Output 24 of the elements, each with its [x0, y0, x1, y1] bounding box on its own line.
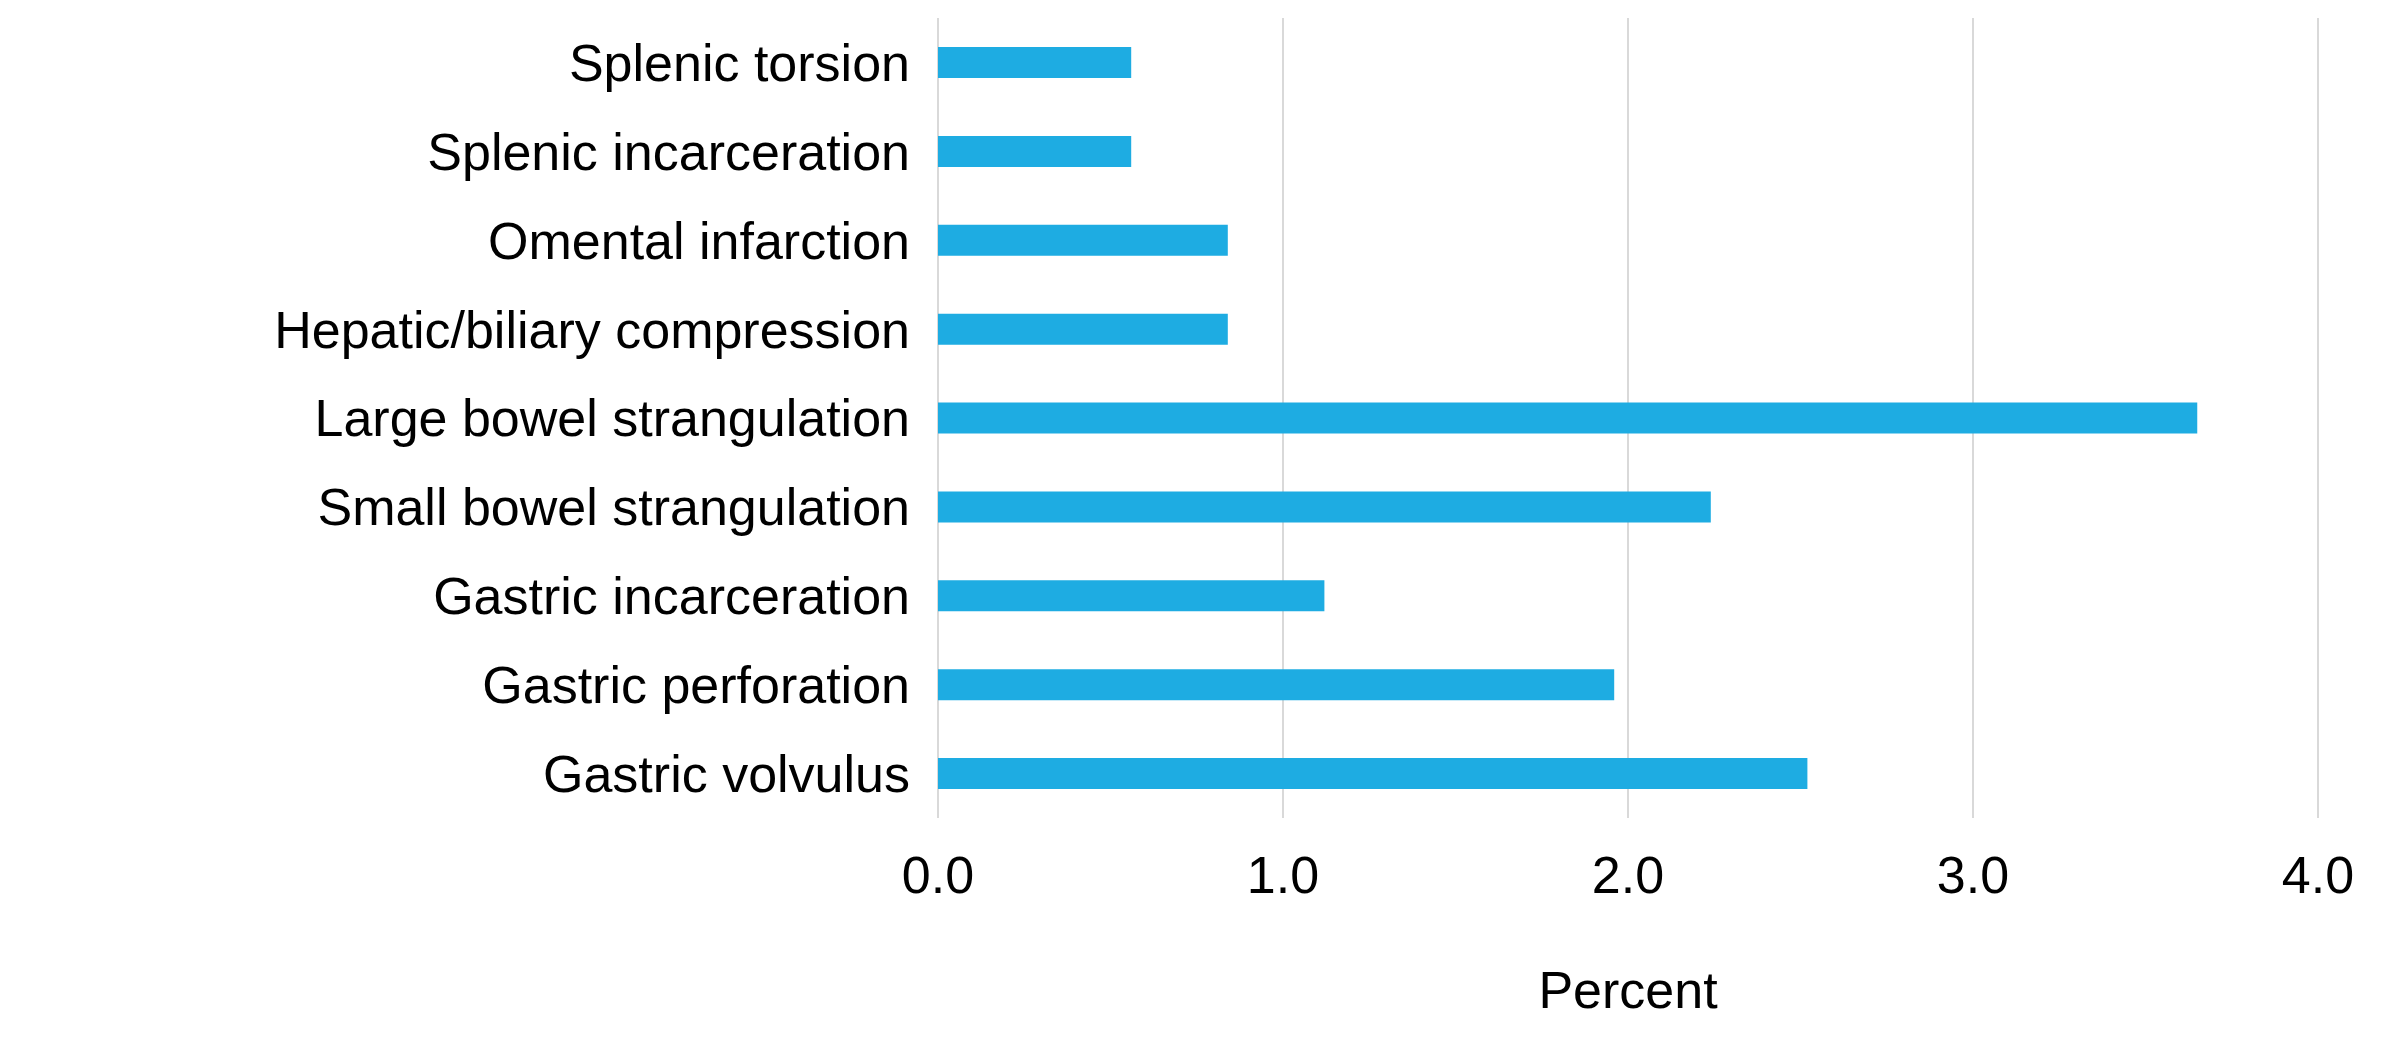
- y-tick-label: Gastric incarceration: [433, 567, 910, 626]
- x-tick-label: 2.0: [1591, 845, 1665, 904]
- bar: [938, 313, 1228, 345]
- y-tick-label: Hepatic/biliary compression: [274, 300, 910, 359]
- bar: [938, 402, 2198, 434]
- bar: [938, 669, 1615, 701]
- x-axis-title: Percent: [1538, 961, 1719, 1019]
- x-tick-label: 4.0: [2281, 845, 2355, 904]
- bar: [938, 224, 1228, 256]
- x-tick-label: 1.0: [1246, 845, 1320, 904]
- y-tick-label: Small bowel strangulation: [317, 478, 910, 537]
- y-tick-label: Large bowel strangulation: [314, 389, 910, 448]
- x-tick-label: 3.0: [1936, 845, 2010, 904]
- bar: [938, 135, 1132, 167]
- y-tick-label: Gastric volvulus: [543, 745, 910, 804]
- bar: [938, 758, 1808, 790]
- bar: [938, 47, 1132, 78]
- y-tick-label: Gastric perforation: [482, 656, 910, 715]
- bar: [938, 580, 1325, 612]
- bar: [938, 491, 1711, 523]
- x-tick-label: 0.0: [901, 845, 975, 904]
- y-tick-label: Splenic torsion: [568, 33, 910, 92]
- y-tick-label: Omental infarction: [488, 211, 910, 270]
- y-tick-label: Splenic incarceration: [427, 122, 910, 181]
